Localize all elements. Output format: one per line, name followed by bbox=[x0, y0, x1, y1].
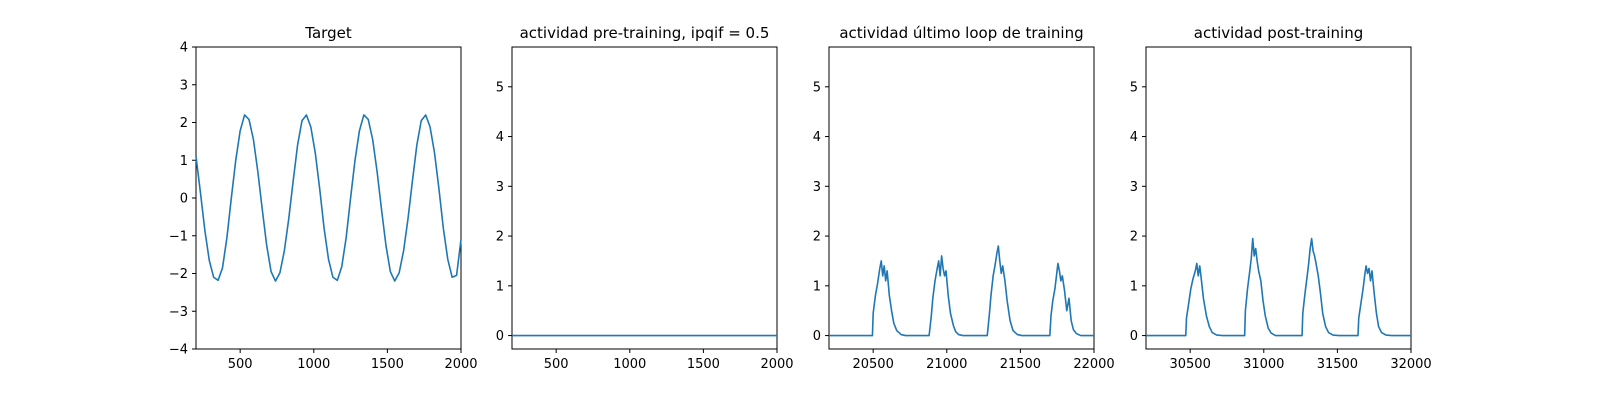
panel-title: actividad último loop de training bbox=[839, 24, 1083, 42]
y-tick-label: 0 bbox=[180, 192, 188, 207]
panel-title: Target bbox=[304, 24, 352, 42]
x-tick-label: 22000 bbox=[1073, 357, 1114, 372]
axis-ticks: 500 1000 1500 2000 −4 −3 −2 −1 0 1 2 3 4 bbox=[169, 41, 478, 373]
y-tick-label: 2 bbox=[180, 116, 188, 131]
y-tick-label: 0 bbox=[496, 329, 504, 344]
y-tick-label: 2 bbox=[813, 230, 821, 245]
series-line bbox=[195, 114, 462, 282]
y-tick-label: 5 bbox=[813, 80, 821, 95]
y-tick-label: 0 bbox=[1130, 329, 1138, 344]
x-tick-label: 500 bbox=[228, 357, 253, 372]
y-tick-label: 3 bbox=[180, 78, 188, 93]
y-tick-label: 0 bbox=[813, 329, 821, 344]
axes-frame bbox=[828, 46, 1095, 350]
y-tick-label: −1 bbox=[169, 229, 188, 244]
y-tick-label: 1 bbox=[496, 279, 504, 294]
y-tick-label: 4 bbox=[496, 130, 504, 145]
y-tick-label: 3 bbox=[1130, 180, 1138, 195]
y-tick-label: 4 bbox=[180, 41, 188, 56]
axes-frame bbox=[1145, 46, 1412, 350]
axes-frame bbox=[511, 46, 778, 350]
y-tick-label: 3 bbox=[496, 180, 504, 195]
x-tick-label: 21000 bbox=[926, 357, 967, 372]
x-tick-label: 31500 bbox=[1317, 357, 1358, 372]
x-tick-label: 1000 bbox=[613, 357, 646, 372]
axis-ticks: 20500 21000 21500 22000 0 1 2 3 4 5 bbox=[813, 80, 1115, 372]
panel-last-training-loop: actividad último loop de training 20500 2… bbox=[813, 24, 1115, 372]
y-tick-label: 5 bbox=[496, 80, 504, 95]
x-tick-label: 2000 bbox=[444, 357, 477, 372]
x-tick-label: 32000 bbox=[1390, 357, 1431, 372]
y-tick-label: 4 bbox=[1130, 130, 1138, 145]
y-tick-label: 2 bbox=[1130, 230, 1138, 245]
y-tick-label: 4 bbox=[813, 130, 821, 145]
x-tick-label: 1000 bbox=[297, 357, 330, 372]
axis-ticks: 30500 31000 31500 32000 0 1 2 3 4 5 bbox=[1130, 80, 1432, 372]
panel-pre-training: actividad pre-training, ipqif = 0.5 500 1… bbox=[496, 24, 794, 372]
y-tick-label: 1 bbox=[180, 154, 188, 169]
series-line bbox=[829, 245, 1094, 337]
axis-ticks: 500 1000 1500 2000 0 1 2 3 4 5 bbox=[496, 80, 794, 372]
y-tick-label: 2 bbox=[496, 230, 504, 245]
panel-post-training: actividad post-training 30500 31000 31500 3… bbox=[1130, 24, 1432, 372]
y-tick-label: −2 bbox=[169, 267, 188, 282]
x-tick-label: 1500 bbox=[687, 357, 720, 372]
x-tick-label: 30500 bbox=[1169, 357, 1210, 372]
y-tick-label: −4 bbox=[169, 343, 188, 358]
y-tick-label: 3 bbox=[813, 180, 821, 195]
y-tick-label: 1 bbox=[813, 279, 821, 294]
y-tick-label: 5 bbox=[1130, 80, 1138, 95]
panel-title: actividad post-training bbox=[1194, 24, 1363, 42]
x-tick-label: 2000 bbox=[760, 357, 793, 372]
panel-target: Target 500 1000 1500 2000 −4 −3 −2 −1 0 1 2 3 4 bbox=[169, 24, 478, 372]
x-tick-label: 20500 bbox=[852, 357, 893, 372]
y-tick-label: −3 bbox=[169, 305, 188, 320]
x-tick-label: 1500 bbox=[371, 357, 404, 372]
series-line bbox=[1146, 237, 1411, 337]
y-tick-label: 1 bbox=[1130, 279, 1138, 294]
x-tick-label: 500 bbox=[544, 357, 569, 372]
panel-title: actividad pre-training, ipqif = 0.5 bbox=[520, 24, 770, 42]
x-tick-label: 31000 bbox=[1243, 357, 1284, 372]
x-tick-label: 21500 bbox=[1000, 357, 1041, 372]
